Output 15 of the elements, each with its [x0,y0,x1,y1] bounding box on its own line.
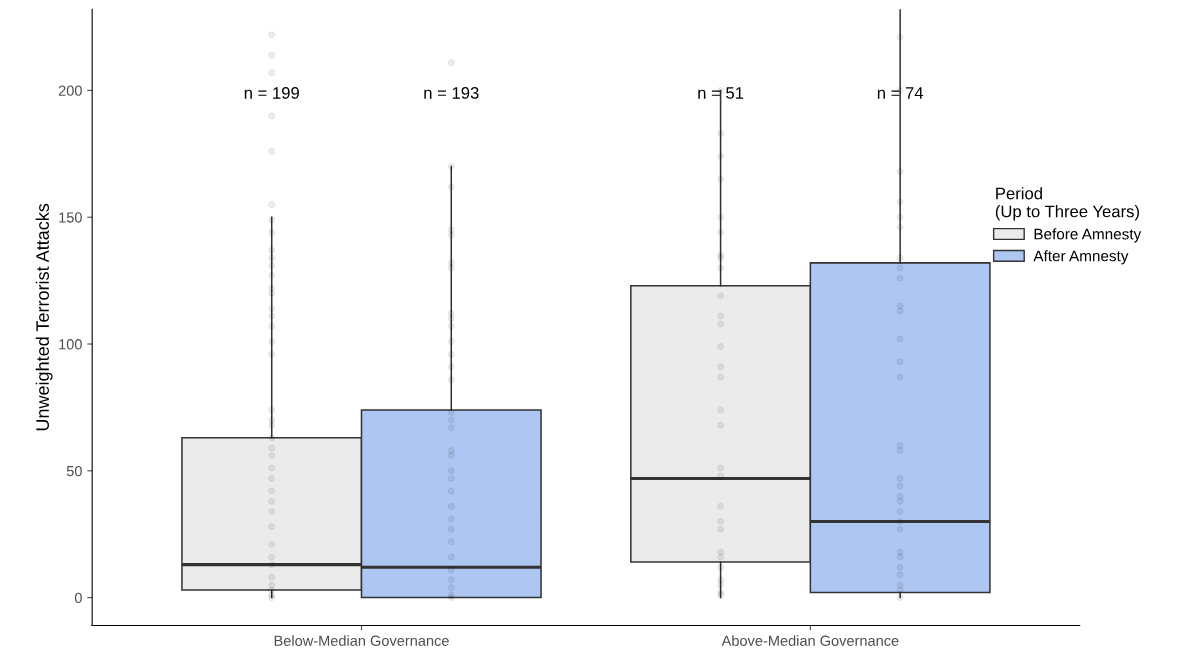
y-tick-label: 150 [59,212,82,223]
annotation: n = 199 [244,87,299,99]
y-tick-label: 50 [66,465,82,477]
legend-label: Before Amnesty [1034,228,1142,243]
y-tick-label: 100 [59,339,82,350]
legend-title: Period (Up to Three Years) [995,187,1139,221]
legend-label: After Amnesty [1033,250,1129,265]
annotation: n = 74 [877,87,924,99]
y-tick-label: 200 [58,85,82,96]
x-tick-label: Above-Median Governance [721,635,899,646]
x-tick-label: Below-Median Governance [274,635,449,646]
y-tick-label: 0 [74,592,82,604]
annotation: n = 51 [698,87,744,99]
y-axis-title: Unweighted Terrorist Attacks [35,203,53,431]
annotation: n = 193 [424,87,479,99]
